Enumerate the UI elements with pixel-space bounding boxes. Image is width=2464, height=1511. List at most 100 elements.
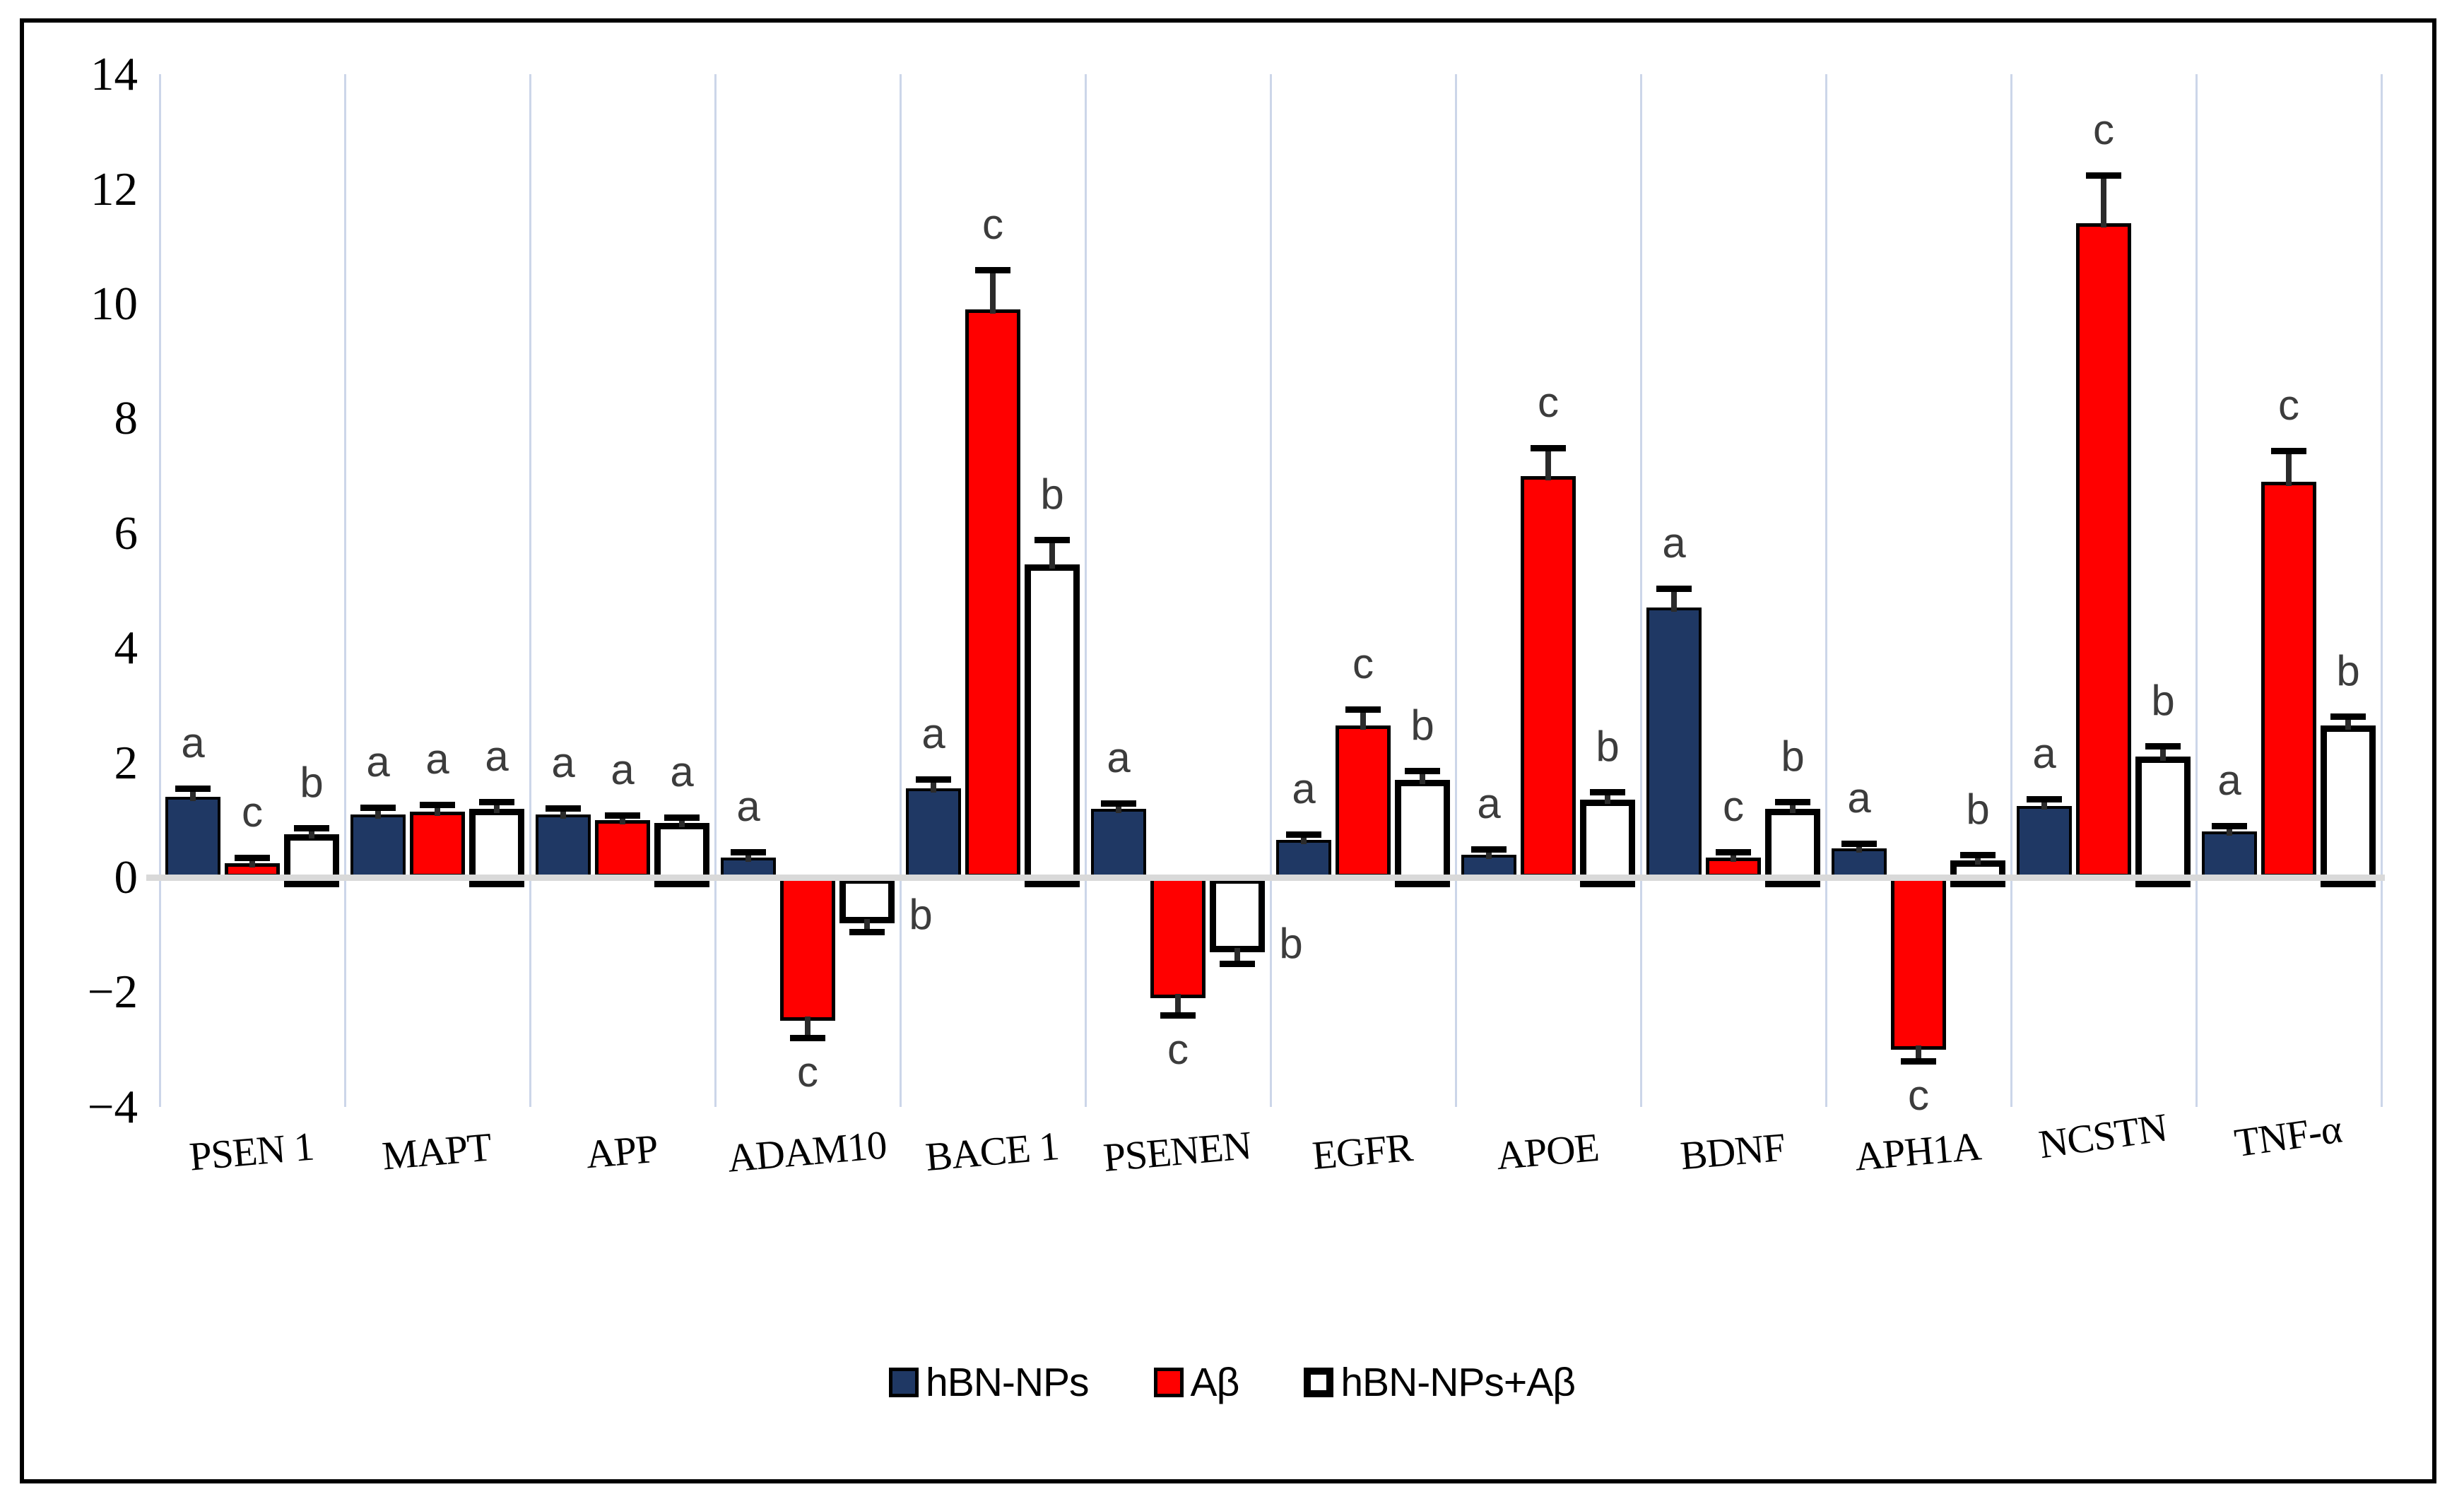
error-bar-cap (2212, 823, 2247, 830)
category-gridline (1085, 74, 1087, 1107)
error-bar-whisker (1049, 541, 1055, 569)
error-bar-whisker (560, 810, 566, 819)
significance-letter: b (1966, 785, 1990, 833)
significance-letter: b (1781, 733, 1805, 781)
bar-hBN-NPs-PSENEN (1091, 808, 1146, 877)
legend-label: hBN-NPs (926, 1360, 1090, 1405)
bar-hBN-NPs-NCSTN (2017, 805, 2072, 877)
error-bar-cap (664, 814, 700, 821)
significance-letter: a (425, 735, 449, 783)
error-bar-whisker (435, 807, 440, 816)
y-axis-tick-label: 6 (114, 506, 138, 559)
significance-letter: b (1410, 701, 1434, 749)
error-bar-cap (1471, 846, 1507, 853)
legend-label: Aβ (1190, 1360, 1240, 1405)
y-axis-tick-label: −2 (87, 966, 138, 1019)
error-bar-whisker (1671, 591, 1677, 612)
significance-letter: b (909, 890, 933, 938)
bar-hBN-NPs-BACE 1 (906, 788, 961, 877)
error-bar-cap (1160, 1012, 1196, 1019)
bar-hBN-NPs+Aβ-BACE 1 (1025, 564, 1080, 887)
category-gridline (1825, 74, 1827, 1107)
error-bar-whisker (1916, 1045, 1921, 1058)
legend-swatch-white (1304, 1368, 1334, 1397)
error-bar-cap (1656, 586, 1692, 592)
category-gridline (900, 74, 902, 1107)
y-axis-tick-label: −4 (87, 1080, 138, 1133)
error-bar-cap (1405, 768, 1440, 775)
error-bar-cap (1901, 1057, 1936, 1065)
bar-hBN-NPs+Aβ-NCSTN (2135, 757, 2191, 887)
legend-item-hbn-nps: hBN-NPs (889, 1359, 1090, 1406)
bar-hBN-NPs-APP (536, 814, 591, 877)
error-bar-cap (1034, 536, 1070, 543)
significance-letter: a (551, 738, 575, 786)
error-bar-whisker (2227, 828, 2232, 836)
error-bar-whisker (1301, 836, 1307, 845)
error-bar-cap (2027, 796, 2062, 802)
significance-letter: c (242, 788, 263, 836)
bar-Aβ-APOE (1521, 475, 1576, 877)
significance-letter: a (1107, 733, 1131, 781)
bar-hBN-NPs-TNF-α (2202, 831, 2257, 877)
y-axis-tick-label: 4 (114, 622, 138, 675)
error-bar-whisker (1975, 856, 1981, 865)
error-bar-whisker (1486, 851, 1492, 859)
error-bar-cap (1531, 445, 1566, 452)
error-bar-cap (235, 854, 270, 861)
significance-letter: a (921, 710, 945, 758)
bar-hBN-NPs-APH1A (1832, 848, 1887, 877)
error-bar-whisker (2101, 177, 2106, 228)
y-axis-tick-label: 14 (90, 48, 138, 101)
zero-axis-line (146, 875, 2385, 881)
bar-hBN-NPs-PSEN 1 (165, 797, 220, 877)
error-bar-whisker (1605, 794, 1610, 805)
bar-Aβ-ADAM10 (780, 877, 835, 1021)
significance-letter: c (797, 1048, 818, 1096)
significance-letter: a (2032, 730, 2056, 777)
error-bar-cap (420, 802, 455, 809)
error-bar-cap (1345, 706, 1381, 713)
significance-letter: c (1908, 1071, 1929, 1119)
significance-letter: a (1662, 519, 1686, 567)
significance-letter: c (982, 201, 1003, 249)
error-bar-cap (294, 824, 329, 831)
error-bar-whisker (990, 272, 996, 314)
error-bar-whisker (190, 790, 196, 802)
significance-letter: c (2278, 381, 2299, 429)
error-bar-cap (849, 929, 885, 936)
error-bar-cap (605, 812, 640, 819)
error-bar-whisker (620, 817, 625, 824)
significance-letter: a (1847, 774, 1871, 822)
bar-hBN-NPs+Aβ-ADAM10 (839, 877, 895, 923)
error-bar-whisker (864, 918, 870, 930)
significance-letter: a (2217, 757, 2241, 805)
error-bar-cap (546, 805, 581, 812)
category-gridline (2010, 74, 2012, 1107)
category-gridline (344, 74, 346, 1107)
category-gridline (1640, 74, 1642, 1107)
error-bar-whisker (249, 859, 255, 867)
error-bar-cap (1590, 789, 1625, 796)
y-axis-tick-label: 8 (114, 392, 138, 445)
error-bar-whisker (2345, 718, 2351, 730)
bar-Aβ-TNF-α (2261, 481, 2316, 877)
error-bar-whisker (1420, 773, 1425, 784)
bar-hBN-NPs-EGFR (1276, 840, 1331, 877)
error-bar-cap (916, 776, 951, 783)
category-gridline (529, 74, 531, 1107)
error-bar-whisker (375, 810, 381, 819)
significance-letter: b (1040, 470, 1064, 518)
figure-frame (20, 18, 2436, 1483)
bar-Aβ-APH1A (1891, 877, 1946, 1050)
bar-Aβ-APP (595, 819, 650, 877)
category-gridline (1455, 74, 1457, 1107)
error-bar-cap (1286, 831, 1321, 838)
error-bar-whisker (2160, 748, 2166, 762)
y-axis-tick-label: 12 (90, 162, 138, 215)
significance-letter: a (366, 738, 390, 786)
significance-letter: a (1477, 779, 1501, 827)
significance-letter: b (300, 758, 324, 806)
y-axis-tick-label: 0 (114, 851, 138, 903)
error-bar-whisker (805, 1017, 810, 1036)
